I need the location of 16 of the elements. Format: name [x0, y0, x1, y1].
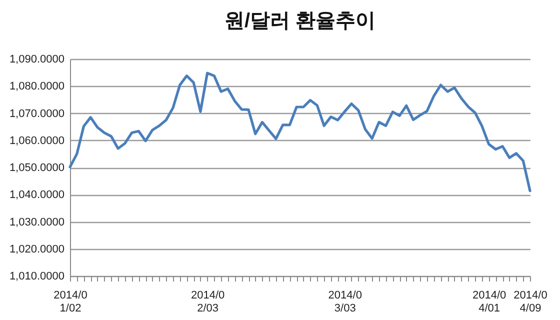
- y-tick-label: 1,070.0000: [9, 108, 64, 120]
- y-tick-label: 1,050.0000: [9, 162, 64, 174]
- line-series: [68, 72, 532, 192]
- x-tick-label: 2014/01/02: [54, 290, 88, 314]
- x-tick-label: 2014/03/03: [328, 290, 362, 314]
- x-tick-label: 2014/02/03: [190, 290, 225, 314]
- y-tick-label: 1,030.0000: [9, 216, 64, 228]
- y-tick-label: 1,080.0000: [9, 80, 64, 93]
- y-tick-label: 1,010.0000: [9, 270, 64, 282]
- x-tick-label: 2014/04/09: [514, 290, 548, 314]
- chart-title: 원/달러 환율추이: [224, 10, 376, 32]
- y-tick-label: 1,040.0000: [9, 189, 64, 202]
- y-tick-label: 1,020.0000: [9, 243, 64, 256]
- y-tick-label: 1,090.0000: [9, 54, 64, 66]
- y-tick-label: 1,060.0000: [9, 134, 64, 147]
- x-tick-label: 2014/04/01: [472, 290, 506, 314]
